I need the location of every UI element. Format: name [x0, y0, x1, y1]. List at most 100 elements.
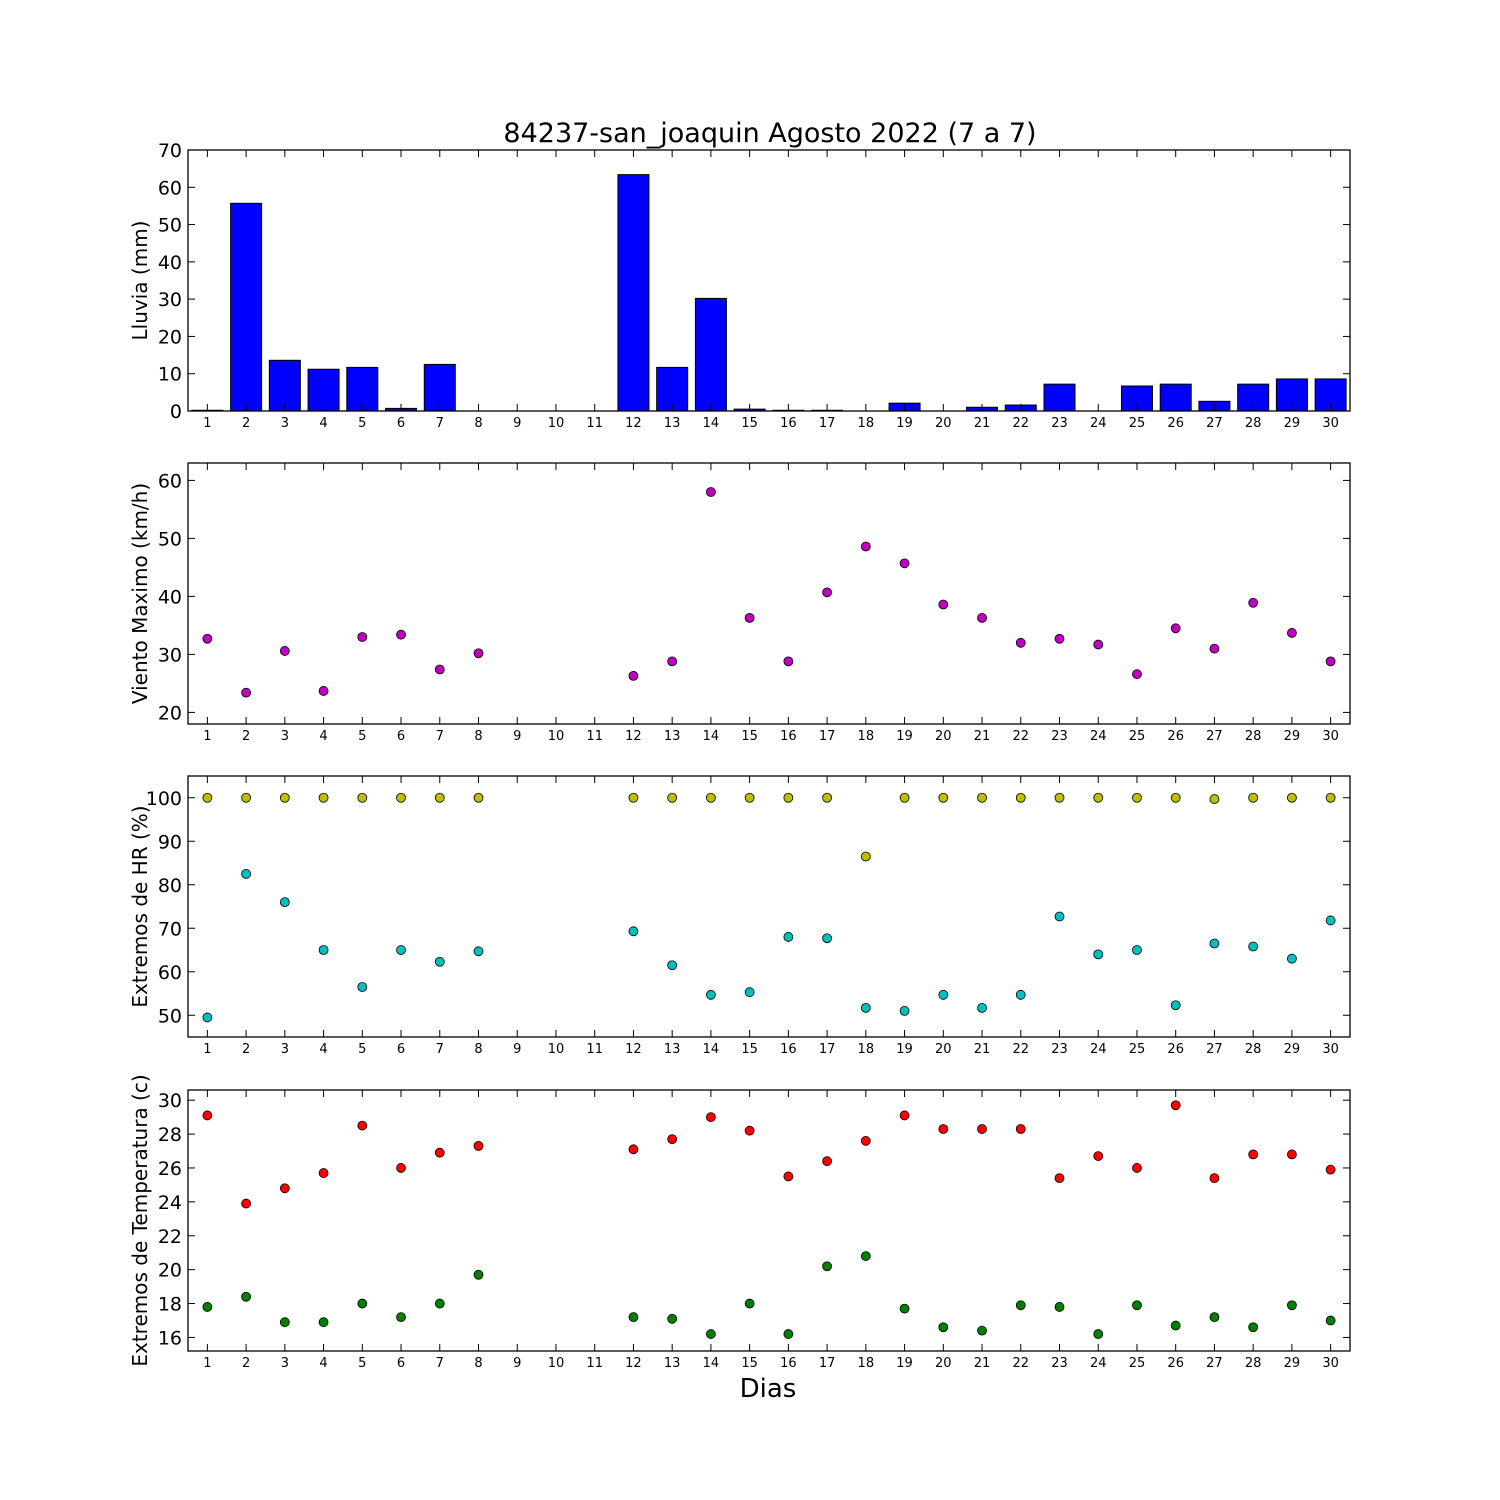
data-point: [860, 541, 871, 552]
x-tick-label: 9: [513, 729, 521, 744]
chart-title: 84237-san_joaquin Agosto 2022 (7 a 7): [503, 118, 1036, 149]
y-tick-label: 16: [158, 1327, 182, 1349]
bar: [656, 366, 689, 412]
data-point: [202, 633, 213, 644]
plot-area: [188, 776, 1350, 1037]
data-point: [1287, 628, 1297, 638]
data-point: [279, 897, 290, 908]
data-point: [938, 989, 949, 1000]
x-tick-label: 16: [780, 729, 797, 744]
data-point: [822, 1261, 832, 1272]
x-tick-label: 5: [358, 729, 366, 744]
data-point: [1325, 656, 1336, 667]
data-point: [822, 792, 832, 803]
data-point: [977, 1325, 987, 1336]
x-tick-label: 18: [858, 1356, 875, 1371]
x-tick-label: 11: [586, 729, 603, 744]
plot-area: [188, 150, 1350, 411]
data-point: [318, 1168, 329, 1178]
data-point: [318, 792, 329, 803]
data-point: [1054, 1302, 1065, 1312]
data-point: [1132, 1300, 1142, 1311]
data-point: [279, 1317, 290, 1328]
data-point: [279, 646, 290, 656]
x-tick-label: 10: [548, 1042, 565, 1057]
bar: [423, 363, 456, 412]
data-point: [1093, 1151, 1104, 1161]
data-point: [938, 1124, 949, 1134]
x-tick-label: 13: [664, 416, 681, 431]
bar: [230, 202, 263, 412]
x-tick-label: 3: [281, 1042, 289, 1057]
data-point: [1248, 1149, 1259, 1160]
x-tick-label: 19: [896, 416, 913, 431]
x-tick-label: 21: [974, 729, 991, 744]
data-point: [783, 656, 794, 667]
data-point: [860, 1135, 871, 1146]
y-tick-label: 20: [158, 326, 182, 348]
x-tick-label: 15: [741, 1356, 758, 1371]
data-point: [977, 1124, 987, 1134]
data-point: [279, 1183, 290, 1194]
x-tick-label: 25: [1129, 729, 1146, 744]
bar: [617, 174, 650, 412]
data-point: [1054, 1173, 1065, 1184]
data-point: [1248, 597, 1259, 608]
data-point: [357, 1120, 368, 1131]
data-point: [628, 1312, 639, 1323]
x-tick-label: 5: [358, 1042, 366, 1057]
x-tick-label: 9: [513, 1356, 521, 1371]
y-tick-label: 70: [158, 918, 182, 940]
x-tick-label: 30: [1322, 1042, 1339, 1057]
y-tick-label: 20: [158, 1260, 182, 1282]
x-tick-label: 30: [1322, 729, 1339, 744]
y-tick-label: 40: [158, 252, 182, 274]
data-point: [1209, 643, 1220, 654]
x-tick-label: 6: [397, 416, 405, 431]
x-tick-label: 8: [474, 1042, 482, 1057]
x-tick-label: 26: [1167, 416, 1184, 431]
x-tick-label: 6: [397, 1356, 405, 1371]
data-point: [1093, 949, 1104, 960]
plot-area: [188, 1090, 1350, 1351]
y-tick-label: 50: [158, 528, 182, 550]
x-tick-label: 27: [1206, 1042, 1223, 1057]
data-point: [279, 792, 290, 803]
x-tick-label: 24: [1090, 1042, 1107, 1057]
x-tick-label: 25: [1129, 416, 1146, 431]
data-point: [473, 1269, 484, 1280]
x-tick-label: 8: [474, 416, 482, 431]
data-point: [1015, 1124, 1026, 1134]
data-point: [1209, 794, 1220, 804]
data-point: [1287, 792, 1297, 803]
data-point: [860, 1002, 871, 1013]
x-tick-label: 19: [896, 1042, 913, 1057]
data-point: [1015, 989, 1026, 1000]
y-tick-label: 30: [158, 1090, 182, 1112]
x-tick-label: 3: [281, 416, 289, 431]
y-tick-label: 22: [158, 1226, 182, 1248]
x-tick-label: 7: [436, 729, 444, 744]
data-point: [357, 982, 368, 992]
data-point: [783, 1329, 794, 1339]
x-tick-label: 4: [319, 729, 327, 744]
x-tick-label: 21: [974, 416, 991, 431]
y-tick-label: 20: [158, 702, 182, 724]
data-point: [241, 868, 252, 879]
x-tick-label: 7: [436, 1042, 444, 1057]
data-point: [1170, 792, 1181, 803]
data-point: [783, 792, 794, 803]
y-axis-label: Extremos de HR (%): [128, 805, 152, 1007]
x-tick-label: 9: [513, 1042, 521, 1057]
x-tick-label: 20: [935, 1042, 952, 1057]
x-tick-label: 25: [1129, 1356, 1146, 1371]
x-tick-label: 4: [319, 1042, 327, 1057]
x-tick-label: 27: [1206, 1356, 1223, 1371]
x-tick-label: 3: [281, 729, 289, 744]
x-tick-label: 7: [436, 416, 444, 431]
data-point: [744, 612, 755, 623]
x-tick-label: 22: [1012, 1042, 1029, 1057]
x-tick-label: 28: [1245, 1356, 1262, 1371]
data-point: [822, 933, 832, 944]
